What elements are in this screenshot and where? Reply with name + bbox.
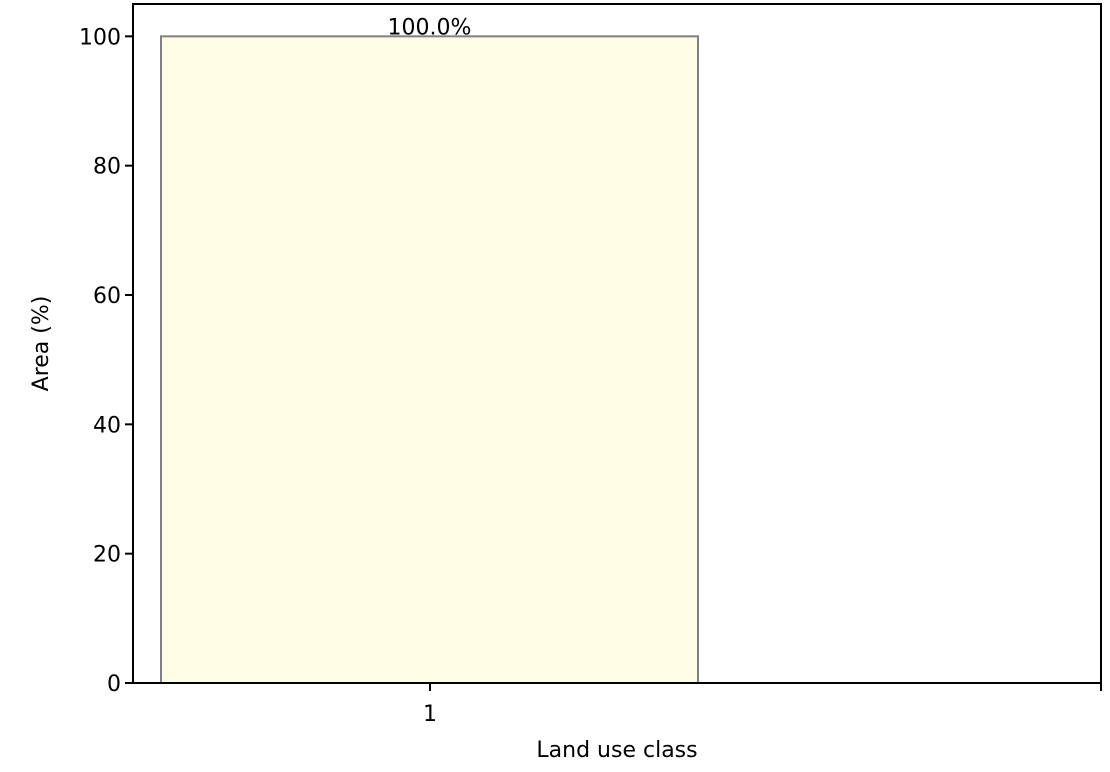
y-tick-label: 60 — [93, 284, 121, 309]
bar-value-label: 100.0% — [388, 15, 472, 40]
y-axis-ticks: 0 20 40 60 80 100 — [79, 25, 133, 697]
y-axis-label: Area (%) — [29, 296, 54, 392]
y-tick-label: 100 — [79, 25, 121, 50]
x-axis-ticks: 1 — [423, 683, 1102, 727]
x-tick-label: 1 — [423, 702, 437, 727]
y-tick-label: 40 — [93, 413, 121, 438]
plot-frame — [132, 3, 1102, 684]
x-axis-label: Land use class — [536, 738, 697, 763]
bars-group: 100.0% — [160, 15, 699, 685]
bar-1 — [160, 35, 699, 685]
y-tick-label: 20 — [93, 543, 121, 568]
y-tick-label: 0 — [107, 672, 121, 697]
y-tick-label: 80 — [93, 155, 121, 180]
